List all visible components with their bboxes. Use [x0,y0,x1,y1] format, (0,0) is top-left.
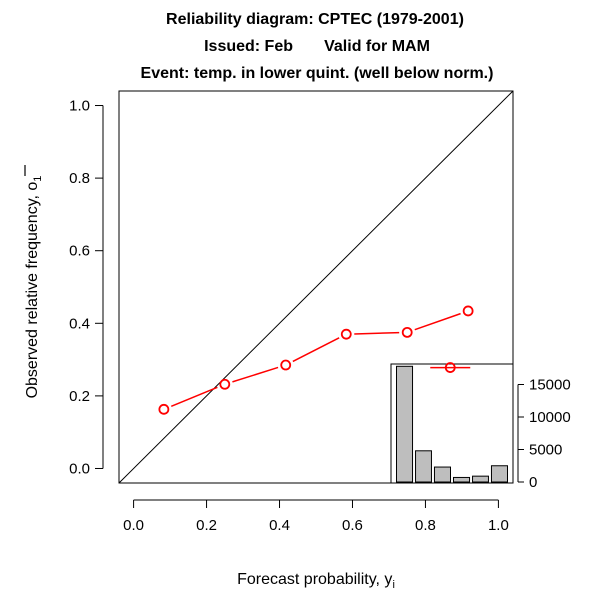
histogram-bar [490,465,509,483]
y-tick-label: 0.6 [69,243,90,260]
x-tick-label: 1.0 [488,517,509,534]
x-tick-label: 0.4 [269,517,290,534]
x-tick-label: 0.8 [415,517,436,534]
inset-y-tick-label: 0 [529,474,537,491]
histogram-bar [472,475,489,483]
histogram-bar [453,476,471,483]
x-tick-label: 0.6 [342,517,363,534]
mean-forecast-marker [444,362,456,373]
histogram-bar [433,466,452,483]
y-tick-label: 0.8 [69,170,90,187]
x-tick-label: 0.2 [196,517,217,534]
x-axis: 0.0 0.2 0.4 0.6 0.8 1.0 [123,499,509,534]
y-tick-label: 0.0 [69,460,90,477]
data-point [462,305,474,317]
histogram-bar [396,365,414,483]
series-segment [292,337,340,363]
inset-y-tick-label: 15000 [529,377,571,394]
data-point [280,359,292,371]
chart-title-line-2: Issued: Feb Valid for MAM [204,38,430,55]
chart-title-line-3: Event: temp. in lower quint. (well below… [141,65,494,82]
y-axis-label: Observed relative frequency, o1 [24,176,44,399]
data-point [158,403,170,415]
series-segment [354,331,400,335]
y-tick-label: 1.0 [69,98,90,115]
y-axis-label-subscript: 1 [32,176,44,182]
inset-y-tick-label: 5000 [529,442,562,459]
x-axis-label: Forecast probability, yi [237,571,395,591]
x-tick-label: 0.0 [123,517,144,534]
y-axis-label-text: Observed relative frequency, o [24,182,41,399]
y-axis: 0.0 0.2 0.4 0.6 0.8 1.0 [69,98,104,477]
x-axis-label-subscript: i [392,579,394,591]
histogram-bar [415,450,432,483]
plot-frame [118,90,514,484]
series-segment [414,312,461,331]
chart-title-line-1: Reliability diagram: CPTEC (1979-2001) [166,11,464,28]
diagonal-line [118,90,514,484]
series-segment [232,366,279,383]
inset-y-tick-label: 10000 [529,409,571,426]
y-tick-label: 0.4 [69,315,90,332]
inset-histogram: 0 5000 10000 15000 [390,362,571,491]
series-segment [170,386,218,407]
data-point [219,378,231,390]
data-point [340,328,352,340]
data-point [401,326,413,338]
perfect-reliability-diagonal [118,90,514,484]
y-tick-label: 0.2 [69,388,90,405]
reliability-series [158,305,474,415]
x-axis-label-text: Forecast probability, y [237,571,392,588]
